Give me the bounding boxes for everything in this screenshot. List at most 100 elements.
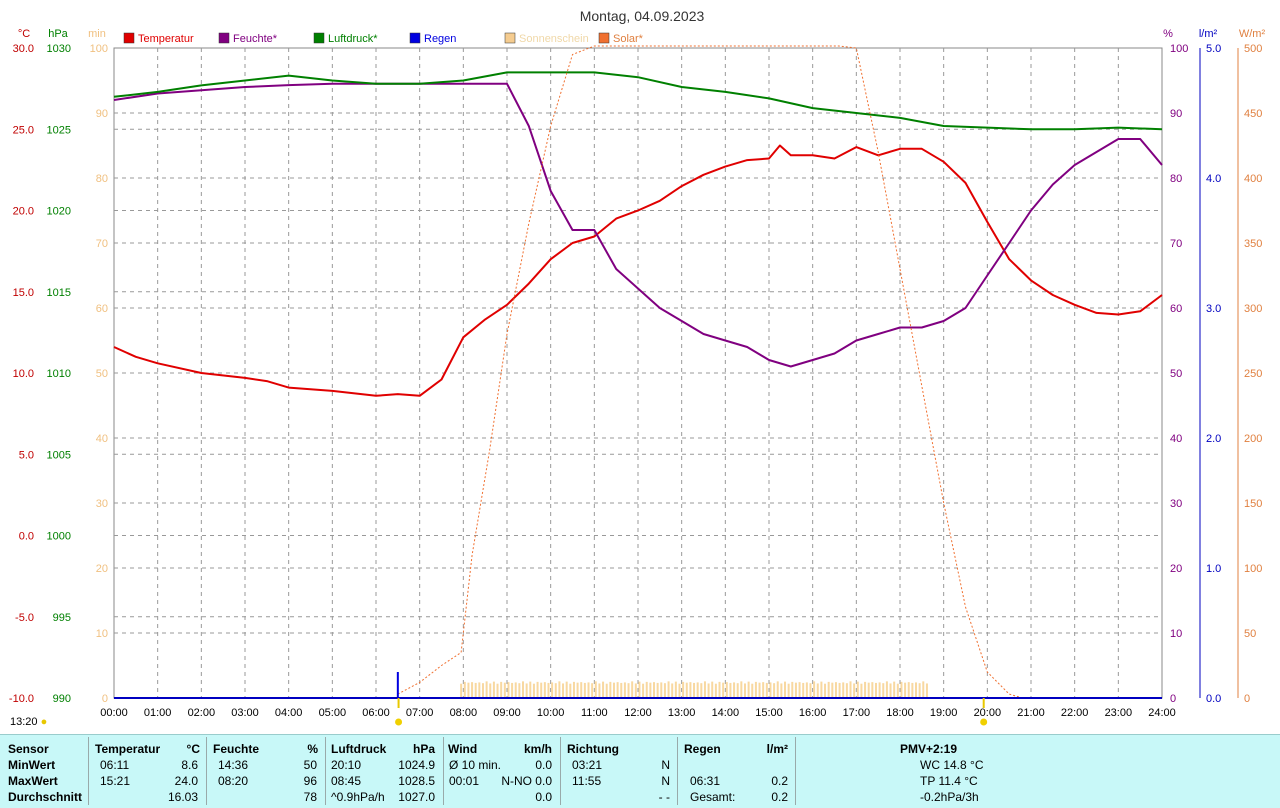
sunshine-bar xyxy=(718,681,721,698)
sunshine-bar xyxy=(758,682,761,698)
sunrise-dot xyxy=(395,718,403,726)
humidity-axis-tick: 20 xyxy=(1170,563,1182,575)
stats-header-rain-unit: l/m² xyxy=(766,742,788,756)
statistics-panel: Sensor Temperatur °C Feuchte% Luftdruck hPa Wi… xyxy=(0,734,1280,808)
sunshine-bar xyxy=(627,683,630,698)
sunset-dot xyxy=(980,718,988,726)
x-tick: 16:00 xyxy=(799,707,827,719)
stats-hum-value: 78 xyxy=(303,790,317,804)
stats-header-wind: Wind xyxy=(448,742,478,756)
sunshine-bar xyxy=(529,681,532,698)
sunshine-bar xyxy=(769,682,772,698)
x-tick: 18:00 xyxy=(886,707,914,719)
sunshine-bar xyxy=(754,681,757,698)
series-line-temperatur xyxy=(113,144,1163,397)
pressure-axis-tick: 1000 xyxy=(47,531,71,543)
sunshine-bar xyxy=(798,682,801,698)
pressure-unit: hPa xyxy=(48,28,68,40)
pressure-axis-tick: 1025 xyxy=(47,124,71,136)
legend-swatch xyxy=(504,32,516,44)
grid-lines xyxy=(113,47,1163,699)
sunshine-bar xyxy=(856,681,859,698)
sunshine-bar xyxy=(816,683,819,698)
humidity-axis-tick: 40 xyxy=(1170,433,1182,445)
x-tick: 13:00 xyxy=(668,707,696,719)
sunshine-bar xyxy=(605,683,608,698)
stats-temp-time: 15:21 xyxy=(100,774,131,788)
sunshine-bar xyxy=(733,682,736,698)
sunshine-bar xyxy=(532,683,535,698)
temperature-axis-tick: 10.0 xyxy=(13,368,34,380)
sunshine-bar xyxy=(689,682,692,698)
stats-wind-label: Ø 10 min. xyxy=(449,758,502,772)
sunshine-bar xyxy=(864,681,867,698)
sunshine-bar xyxy=(583,682,586,698)
sunshine-bar xyxy=(743,683,746,698)
sunshine-axis-tick: 80 xyxy=(96,173,108,185)
x-tick: 03:00 xyxy=(231,707,259,719)
solar-axis-tick: 350 xyxy=(1244,238,1262,250)
sunshine-bar xyxy=(791,681,794,698)
stats-dir-value: N xyxy=(661,774,670,788)
humidity-axis-tick: 70 xyxy=(1170,238,1182,250)
sunshine-bar xyxy=(747,681,750,698)
sunshine-bar xyxy=(871,682,874,698)
x-tick: 06:00 xyxy=(362,707,390,719)
sunshine-bar xyxy=(678,683,681,698)
sunshine-bar xyxy=(682,681,685,698)
sunshine-bar xyxy=(569,683,572,698)
pressure-axis-tick: 990 xyxy=(53,693,71,705)
x-tick: 12:00 xyxy=(624,707,652,719)
sunshine-bar xyxy=(693,682,696,698)
legend-label: Luftdruck* xyxy=(328,33,378,45)
stats-press-time: ^0.9hPa/h xyxy=(331,790,385,804)
temperature-axis-tick: 30.0 xyxy=(13,43,34,55)
stats-separator xyxy=(560,737,561,805)
legend-label: Feuchte* xyxy=(233,33,278,45)
rain-axis-tick: 5.0 xyxy=(1206,43,1221,55)
series-line-solar xyxy=(397,45,1031,699)
solar-axis-tick: 300 xyxy=(1244,303,1262,315)
humidity-axis-tick: 10 xyxy=(1170,628,1182,640)
stats-temp-value: 24.0 xyxy=(174,774,198,788)
sunshine-bar xyxy=(547,682,550,698)
pressure-axis-tick: 1015 xyxy=(47,287,71,299)
x-tick: 01:00 xyxy=(144,707,172,719)
sunshine-bar xyxy=(809,683,812,698)
solar-unit: W/m² xyxy=(1239,28,1266,40)
humidity-axis-tick: 80 xyxy=(1170,173,1182,185)
sunshine-bar xyxy=(667,681,670,698)
stats-header-pressure-unit: hPa xyxy=(412,742,435,756)
temperature-axis-tick: -5.0 xyxy=(15,612,34,624)
sunshine-bar xyxy=(685,682,688,698)
sunshine-bars xyxy=(460,681,928,698)
sunshine-bar xyxy=(551,682,554,698)
humidity-unit: % xyxy=(1163,28,1173,40)
legend-swatch xyxy=(409,32,421,44)
stats-dir-time: 03:21 xyxy=(572,758,603,772)
sunshine-axis-tick: 40 xyxy=(96,433,108,445)
solar-axis-tick: 0 xyxy=(1244,693,1250,705)
stats-wind-value: N-NO 0.0 xyxy=(501,774,552,788)
sunshine-bar xyxy=(907,682,910,698)
sunshine-bar xyxy=(554,683,557,698)
stats-press-value: 1024.9 xyxy=(398,758,435,772)
temperature-axis-tick: 20.0 xyxy=(13,206,34,218)
temperature-axis-tick: -10.0 xyxy=(9,693,34,705)
sunshine-bar xyxy=(467,682,470,698)
sunshine-bar xyxy=(471,682,474,698)
sunshine-bar xyxy=(612,682,615,698)
stats-rain-time: 06:31 xyxy=(690,774,721,788)
x-tick: 04:00 xyxy=(275,707,303,719)
sunshine-bar xyxy=(849,681,852,698)
sunshine-bar xyxy=(842,682,845,698)
stats-separator xyxy=(206,737,207,805)
stats-hum-value: 96 xyxy=(303,774,317,788)
stats-header-humidity-unit: % xyxy=(307,742,318,756)
sunshine-bar xyxy=(736,683,739,698)
sunshine-bar xyxy=(671,683,674,698)
x-tick: 23:00 xyxy=(1105,707,1133,719)
sunshine-bar xyxy=(558,681,561,698)
sunshine-bar xyxy=(915,682,918,698)
weather-chart: 30.025.020.015.010.05.00.0-5.0-10.010301… xyxy=(9,8,1266,726)
